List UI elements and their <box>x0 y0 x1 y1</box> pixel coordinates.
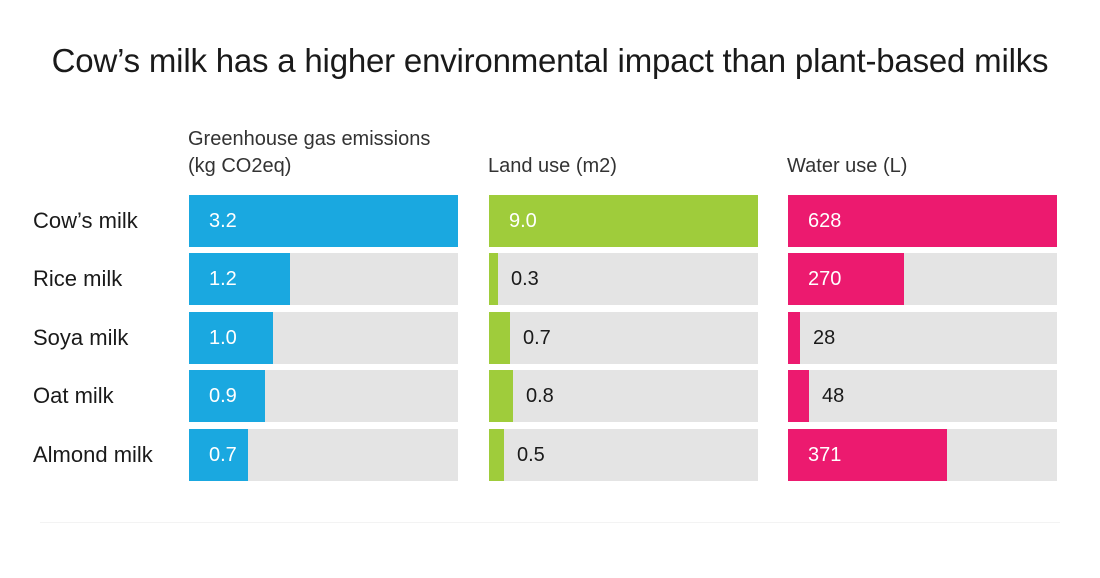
chart-title: Cow’s milk has a higher environmental im… <box>51 42 1049 79</box>
ghg-value-label: 0.9 <box>209 385 237 407</box>
water-bar <box>788 195 1057 247</box>
water-value-label: 628 <box>808 210 842 232</box>
land-bar <box>489 429 504 481</box>
ghg-value-label: 1.2 <box>209 268 237 290</box>
ghg-bar-track: 0.7 <box>189 429 458 481</box>
land-header: Land use (m2) <box>488 153 617 180</box>
water-bar-track: 628 <box>788 195 1057 247</box>
water-bar <box>788 429 947 481</box>
category-label: Oat milk <box>33 383 114 408</box>
category-label: Rice milk <box>33 266 123 291</box>
ghg-bar <box>189 312 273 364</box>
land-bar <box>489 253 498 305</box>
water-header: Water use (L) <box>787 153 907 180</box>
water-bar <box>788 253 904 305</box>
ghg-value-label: 0.7 <box>209 444 237 466</box>
ghg-bar <box>189 370 265 422</box>
ghg-value-label: 1.0 <box>209 327 237 349</box>
water-bar-track: 48 <box>788 370 1057 422</box>
category-label: Soya milk <box>33 325 129 350</box>
land-bar <box>489 195 758 247</box>
land-bar-track: 0.7 <box>489 312 758 364</box>
land-value-label: 0.5 <box>517 444 545 466</box>
water-bar-track: 270 <box>788 253 1057 305</box>
land-bar <box>489 312 510 364</box>
ghg-bar <box>189 429 248 481</box>
ghg-bar <box>189 195 458 247</box>
ghg-bar-track: 0.9 <box>189 370 458 422</box>
land-bar-track: 0.5 <box>489 429 758 481</box>
land-bar <box>489 370 513 422</box>
ghg-bar-track: 1.2 <box>189 253 458 305</box>
land-bar-track: 0.8 <box>489 370 758 422</box>
ghg-bar-track: 1.0 <box>189 312 458 364</box>
land-bar-track: 0.3 <box>489 253 758 305</box>
category-label: Almond milk <box>33 442 153 467</box>
ghg-value-label: 3.2 <box>209 210 237 232</box>
water-value-label: 270 <box>808 268 842 290</box>
water-header-line: Water use (L) <box>787 155 908 177</box>
water-bar-track: 28 <box>788 312 1057 364</box>
land-bar-track: 9.0 <box>489 195 758 247</box>
ghg-bar-track: 3.2 <box>189 195 458 247</box>
land-header-line: Land use (m2) <box>488 155 617 177</box>
land-value-label: 0.3 <box>511 268 539 290</box>
category-label: Cow’s milk <box>33 208 138 233</box>
water-bar-track: 371 <box>788 429 1057 481</box>
footer-divider <box>40 522 1060 523</box>
land-value-label: 0.7 <box>523 327 551 349</box>
water-value-label: 48 <box>822 385 845 407</box>
land-value-label: 9.0 <box>509 210 537 232</box>
ghg-header-line: Greenhouse gas emissions <box>188 128 431 150</box>
water-bar <box>788 370 809 422</box>
water-value-label: 28 <box>813 327 836 349</box>
ghg-header-line: (kg CO2eq) <box>188 155 292 177</box>
land-value-label: 0.8 <box>526 385 554 407</box>
water-bar <box>788 312 800 364</box>
ghg-header: Greenhouse gas emissions (kg CO2eq) <box>188 126 430 180</box>
water-value-label: 371 <box>808 444 842 466</box>
ghg-bar <box>189 253 290 305</box>
